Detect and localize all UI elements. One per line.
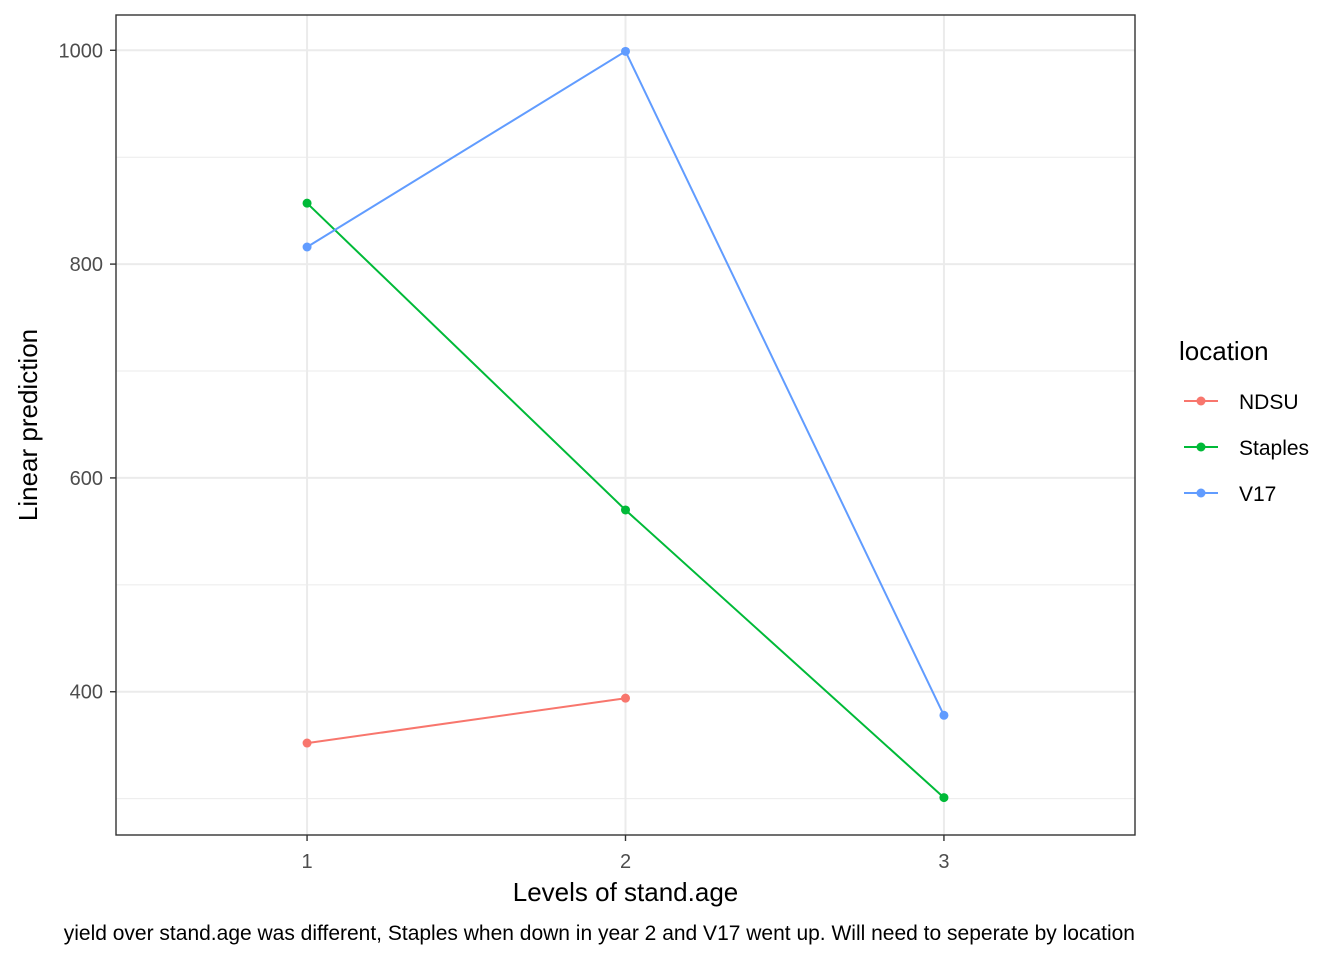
- y-tick-label: 400: [70, 682, 103, 704]
- series-ndsu: [302, 693, 630, 748]
- data-point-staples: [621, 505, 630, 515]
- x-tick-label: 3: [938, 851, 949, 873]
- data-point-staples: [939, 793, 949, 803]
- y-tick-label: 800: [70, 254, 103, 276]
- data-point-staples: [302, 198, 312, 208]
- legend-key-point: [1196, 442, 1206, 452]
- legend-key-point: [1196, 488, 1206, 498]
- data-point-ndsu: [302, 738, 312, 748]
- caption: yield over stand.age was different, Stap…: [64, 922, 1135, 945]
- series-staples: [302, 198, 949, 803]
- y-tick-label: 600: [70, 468, 103, 490]
- legend-item-ndsu: NDSU: [1184, 391, 1299, 414]
- legend: location NDSU Staples V17: [1179, 336, 1309, 506]
- y-axis-title: Linear prediction: [13, 329, 43, 521]
- x-tick-label: 2: [620, 851, 631, 873]
- legend-label: NDSU: [1239, 391, 1299, 414]
- legend-label: V17: [1239, 483, 1276, 506]
- data-series: [302, 46, 949, 803]
- axis-ticks: 400 600 800 1000 1 2 3: [59, 40, 950, 873]
- data-point-ndsu: [621, 693, 630, 703]
- x-axis-title: Levels of stand.age: [513, 877, 739, 907]
- data-point-v17: [939, 710, 949, 720]
- legend-key-point: [1196, 396, 1206, 406]
- legend-items: NDSU Staples V17: [1184, 391, 1309, 506]
- legend-item-v17: V17: [1184, 483, 1276, 506]
- legend-label: Staples: [1239, 437, 1309, 460]
- legend-item-staples: Staples: [1184, 437, 1309, 460]
- series-v17: [302, 46, 949, 720]
- y-tick-label: 1000: [59, 40, 104, 62]
- legend-title: location: [1179, 336, 1269, 366]
- data-point-v17: [621, 46, 630, 56]
- data-point-v17: [302, 242, 312, 252]
- series-line-ndsu: [306, 697, 626, 745]
- x-tick-label: 1: [302, 851, 313, 873]
